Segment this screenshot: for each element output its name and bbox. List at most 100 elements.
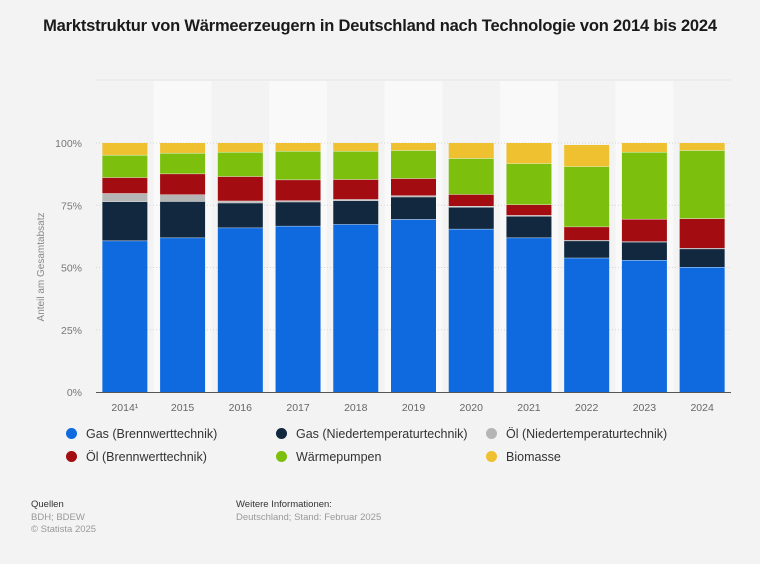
x-tick-label: 2023 xyxy=(633,402,657,414)
bar-segment[interactable] xyxy=(333,150,379,180)
bar-stack-9 xyxy=(621,143,667,392)
bar-segment[interactable] xyxy=(275,150,321,180)
footer-sources: Quellen BDH; BDEW © Statista 2025 xyxy=(31,499,96,537)
bar-segment[interactable] xyxy=(506,237,552,392)
bar-segment[interactable] xyxy=(160,152,206,174)
bars xyxy=(102,143,725,392)
bar-segment[interactable] xyxy=(217,151,263,177)
bar-segment[interactable] xyxy=(506,163,552,205)
bar-segment[interactable] xyxy=(621,260,667,392)
bar-segment[interactable] xyxy=(217,200,263,203)
bar-segment[interactable] xyxy=(275,143,321,151)
x-axis-ticks: 2014¹ 2015 2016 2017 2018 2019 2020 2021 2022 202… xyxy=(96,392,731,414)
bar-segment[interactable] xyxy=(160,194,206,202)
legend-label: Öl (Brennwerttechnik) xyxy=(86,449,207,464)
legend-item-biomasse[interactable]: Biomasse xyxy=(486,448,706,465)
bar-segment[interactable] xyxy=(679,143,725,151)
bar-stack-5 xyxy=(391,143,436,392)
bar-segment[interactable] xyxy=(275,179,321,201)
bar-stack-1 xyxy=(160,143,206,392)
legend-item-gas-niedertemperatur[interactable]: Gas (Niedertemperaturtechnik) xyxy=(276,425,486,442)
bar-segment[interactable] xyxy=(679,248,725,268)
bar-segment[interactable] xyxy=(506,204,552,216)
bar-segment[interactable] xyxy=(217,176,263,201)
bar-segment[interactable] xyxy=(391,196,436,220)
bar-segment[interactable] xyxy=(564,144,610,167)
bar-segment[interactable] xyxy=(621,151,667,219)
bar-segment[interactable] xyxy=(275,225,321,392)
bar-segment[interactable] xyxy=(160,201,206,238)
legend-marker-icon xyxy=(486,428,497,439)
bar-segment[interactable] xyxy=(564,226,610,241)
bar-segment[interactable] xyxy=(333,143,379,151)
x-tick-label: 2022 xyxy=(575,402,599,414)
y-tick-label: 0% xyxy=(67,387,82,399)
bar-segment[interactable] xyxy=(102,177,148,194)
x-tick-label: 2015 xyxy=(171,402,195,414)
y-axis-ticks: 0% 25% 50% 75% 100% xyxy=(55,138,82,399)
bar-segment[interactable] xyxy=(564,240,610,258)
bar-segment[interactable] xyxy=(391,150,436,179)
bar-segment[interactable] xyxy=(391,143,436,151)
info-text: Deutschland; Stand: Februar 2025 xyxy=(236,511,382,523)
bar-segment[interactable] xyxy=(102,240,148,392)
legend-item-oel-niedertemperatur[interactable]: Öl (Niedertemperaturtechnik) xyxy=(486,425,706,442)
bar-segment[interactable] xyxy=(621,218,667,242)
bar-segment[interactable] xyxy=(679,218,725,249)
bar-segment[interactable] xyxy=(160,173,206,195)
legend-item-oel-brennwert[interactable]: Öl (Brennwerttechnik) xyxy=(66,448,276,465)
bar-segment[interactable] xyxy=(448,194,494,206)
bar-segment[interactable] xyxy=(621,241,667,261)
legend-marker-icon xyxy=(276,451,287,462)
y-tick-label: 25% xyxy=(61,325,82,337)
bar-segment[interactable] xyxy=(448,158,494,195)
bar-segment[interactable] xyxy=(217,202,263,228)
y-axis-label: Anteil am Gesamtabsatz xyxy=(36,213,47,322)
legend-item-waermepumpen[interactable]: Wärmepumpen xyxy=(276,448,486,465)
bar-stack-0 xyxy=(102,143,148,392)
x-tick-label: 2018 xyxy=(344,402,368,414)
bar-segment[interactable] xyxy=(102,193,148,202)
y-tick-label: 75% xyxy=(61,200,82,212)
bar-segment[interactable] xyxy=(217,143,263,152)
bar-segment[interactable] xyxy=(102,201,148,241)
bar-segment[interactable] xyxy=(679,248,725,249)
legend-label: Gas (Brennwerttechnik) xyxy=(86,426,218,441)
bar-segment[interactable] xyxy=(448,228,494,392)
bar-segment[interactable] xyxy=(333,224,379,392)
footer-info: Weitere Informationen: Deutschland; Stan… xyxy=(236,499,381,524)
bar-segment[interactable] xyxy=(102,143,148,155)
legend-item-gas-brennwert[interactable]: Gas (Brennwerttechnik) xyxy=(66,425,276,442)
bar-segment[interactable] xyxy=(217,227,263,392)
legend-marker-icon xyxy=(66,428,77,439)
bar-segment[interactable] xyxy=(391,219,436,392)
bar-segment[interactable] xyxy=(333,199,379,201)
y-tick-label: 50% xyxy=(61,263,82,275)
bar-segment[interactable] xyxy=(621,241,667,242)
bar-segment[interactable] xyxy=(506,215,552,238)
bar-segment[interactable] xyxy=(564,240,610,241)
legend-marker-icon xyxy=(66,451,77,462)
bar-segment[interactable] xyxy=(679,150,725,219)
bar-segment[interactable] xyxy=(448,206,494,229)
bar-segment[interactable] xyxy=(506,143,552,164)
bar-segment[interactable] xyxy=(275,201,321,226)
bar-segment[interactable] xyxy=(391,195,436,197)
bar-segment[interactable] xyxy=(160,237,206,392)
bar-segment[interactable] xyxy=(564,166,610,227)
bar-segment[interactable] xyxy=(448,143,494,159)
bar-segment[interactable] xyxy=(333,200,379,225)
bar-stack-3 xyxy=(275,143,321,392)
sources-text: BDH; BDEW xyxy=(31,511,85,523)
bar-segment[interactable] xyxy=(621,143,667,152)
bar-segment[interactable] xyxy=(160,143,206,153)
bar-segment[interactable] xyxy=(275,200,321,202)
legend-label: Gas (Niedertemperaturtechnik) xyxy=(296,426,468,441)
bar-stack-8 xyxy=(564,144,610,392)
bar-segment[interactable] xyxy=(679,267,725,392)
bar-segment[interactable] xyxy=(102,154,148,178)
legend-marker-icon xyxy=(276,428,287,439)
bar-segment[interactable] xyxy=(564,257,610,392)
bar-segment[interactable] xyxy=(333,179,379,200)
bar-segment[interactable] xyxy=(391,178,436,196)
